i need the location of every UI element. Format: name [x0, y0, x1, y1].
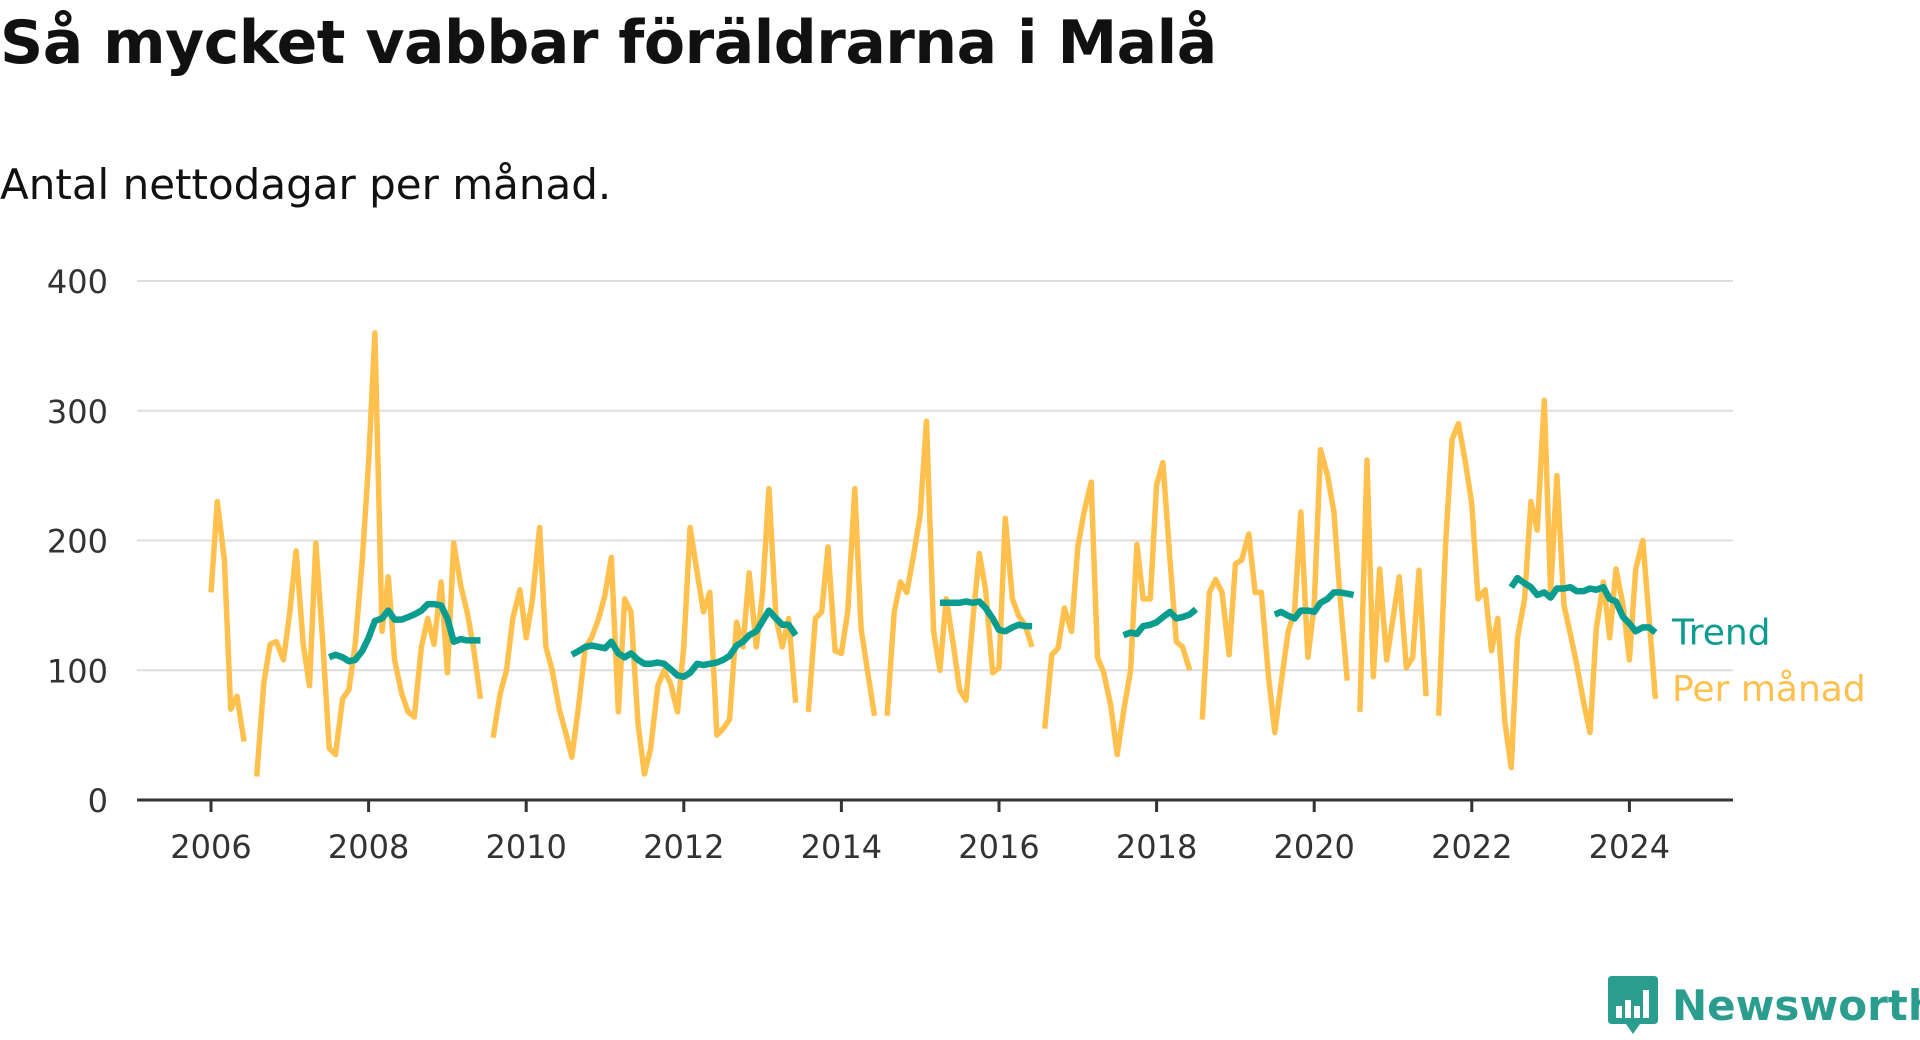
trend-line	[1508, 574, 1658, 636]
monthly-line	[1041, 459, 1193, 758]
trend-line	[327, 600, 481, 665]
x-tick-label: 2010	[485, 828, 566, 866]
series-labels: Trend Per månad	[1671, 613, 1866, 710]
x-tick-label: 2022	[1431, 828, 1512, 866]
chart-title: Så mycket vabbar föräldrarna i Malå	[0, 8, 1217, 78]
monthly-line	[805, 485, 878, 717]
x-tick-label: 2018	[1116, 828, 1197, 866]
x-tick-label: 2014	[801, 828, 882, 866]
y-tick-label: 0	[88, 782, 108, 820]
newsworthy-logo-icon	[1608, 976, 1658, 1034]
monthly-line	[884, 418, 1035, 716]
series-lines	[208, 330, 1659, 777]
monthly-line	[1357, 457, 1429, 712]
monthly-line	[1435, 397, 1659, 771]
x-tick-label: 2024	[1589, 828, 1670, 866]
gridlines	[137, 280, 1733, 672]
x-tick-label: 2016	[958, 828, 1039, 866]
trend-line	[1122, 606, 1199, 639]
y-tick-label: 100	[47, 652, 108, 690]
monthly-line	[253, 330, 484, 777]
y-tick-label: 300	[47, 393, 108, 431]
x-tick-label: 2012	[643, 828, 724, 866]
trend-label: Trend	[1671, 613, 1771, 654]
x-tick-label: 2008	[328, 828, 409, 866]
newsworthy-logo: Newsworthy	[1608, 976, 1920, 1034]
monthly-label: Per månad	[1672, 669, 1866, 710]
trend-line	[1273, 589, 1355, 622]
chart-subtitle: Antal nettodagar per månad.	[0, 160, 612, 209]
line-chart: 0 100 200 300 400 2006 2008 2010 2012 2014 2016 201…	[47, 263, 1866, 866]
y-tick-label: 200	[47, 523, 108, 561]
trend-line	[939, 598, 1033, 635]
logo-text: Newsworthy	[1672, 980, 1920, 1030]
monthly-line	[208, 498, 247, 743]
axes: 0 100 200 300 400 2006 2008 2010 2012 2014 2016 201…	[47, 263, 1733, 866]
monthly-line	[1199, 446, 1351, 736]
monthly-line	[490, 485, 799, 777]
y-tick-label: 400	[47, 263, 108, 301]
trend-line	[570, 607, 799, 680]
x-tick-label: 2020	[1273, 828, 1354, 866]
x-tick-label: 2006	[170, 828, 251, 866]
